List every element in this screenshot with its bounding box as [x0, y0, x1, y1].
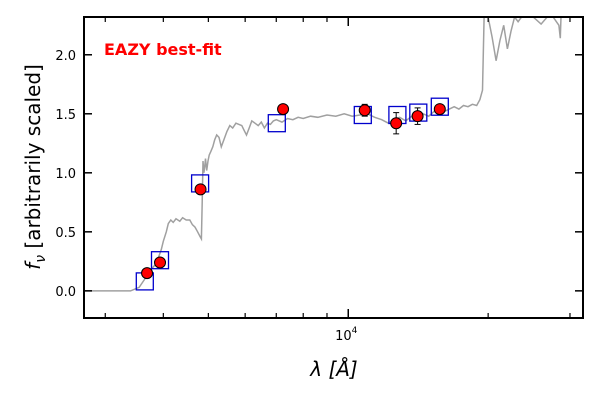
template-flux-square	[150, 251, 170, 270]
observed-flux-point	[141, 267, 154, 280]
y-tick-label: 0.0	[55, 285, 76, 300]
observed-flux-point	[154, 256, 167, 269]
model-spectrum-line	[84, 17, 565, 292]
x-axis-label: λ [Å]	[309, 357, 357, 381]
observed-flux-point	[358, 104, 371, 117]
y-tick-label: 0.5	[55, 226, 76, 241]
annotation-label: EAZY best-fit	[104, 40, 222, 59]
y-tick-label: 1.0	[55, 167, 76, 182]
plot-background	[84, 17, 583, 318]
observed-flux-point	[390, 117, 403, 130]
y-tick-label: 1.5	[55, 108, 76, 123]
plot-frame	[83, 16, 584, 319]
template-flux-square	[267, 114, 286, 133]
y-axis-subscript: ν	[33, 255, 49, 263]
observed-flux-point	[194, 183, 207, 196]
y-tick-label: 2.0	[55, 49, 76, 64]
y-axis-text: [arbitrarily scaled]	[21, 64, 45, 255]
observed-flux-point	[277, 103, 290, 116]
y-axis-symbol: f	[21, 260, 45, 270]
template-flux-square	[430, 97, 449, 116]
x-tick-label: 104	[335, 326, 358, 344]
y-axis-label: fν [arbitrarily scaled]	[21, 64, 49, 270]
observed-flux-point	[411, 110, 424, 123]
observed-flux-point	[433, 103, 446, 116]
